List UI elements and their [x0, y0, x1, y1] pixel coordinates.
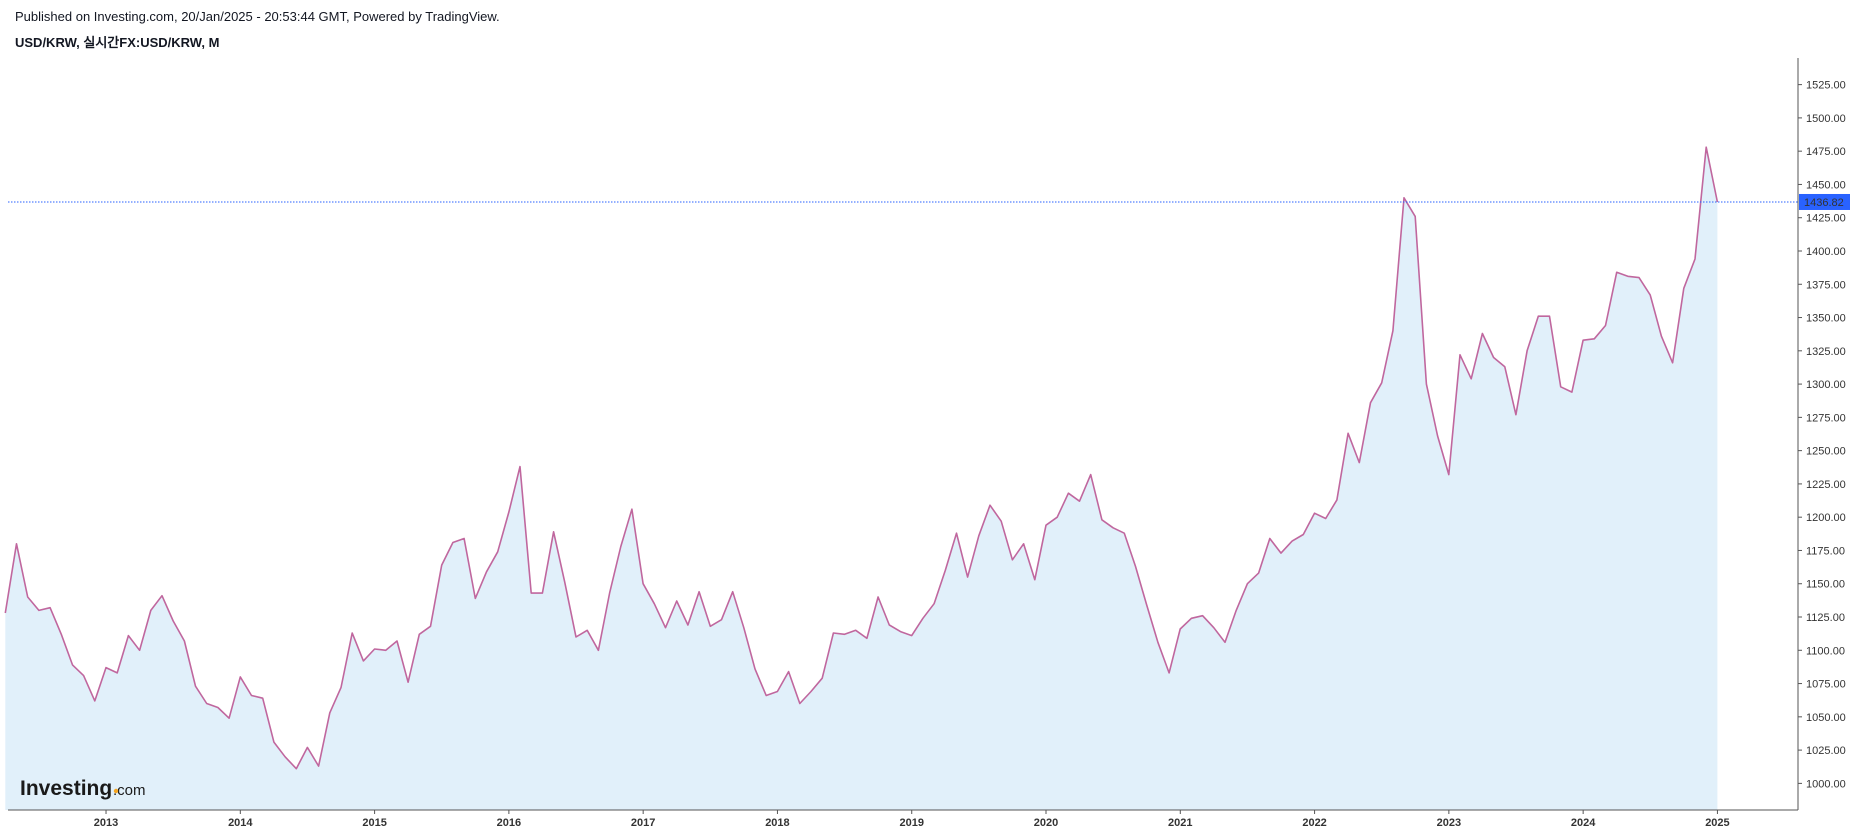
last-price-badge: 1436.82 [1799, 193, 1850, 210]
x-tick-label: 2019 [899, 817, 923, 829]
y-tick-label: 1300.00 [1806, 379, 1846, 391]
y-tick-label: 1275.00 [1806, 412, 1846, 424]
y-tick-label: 1375.00 [1806, 279, 1846, 291]
y-axis: 1000.00 1025.00 1050.00 1075.00 1100.00 1125.… [1798, 80, 1846, 790]
y-tick-label: 1100.00 [1806, 645, 1845, 657]
symbol-title: USD/KRW, 실시간FX:USD/KRW, M [15, 35, 220, 50]
published-caption: Published on Investing.com, 20/Jan/2025 … [15, 9, 500, 24]
y-tick-label: 1025.00 [1806, 745, 1846, 757]
y-tick-label: 1075.00 [1806, 679, 1846, 691]
price-line-series [4, 146, 1719, 770]
y-tick-label: 1525.00 [1806, 80, 1846, 92]
x-tick-label: 2013 [94, 817, 118, 829]
investing-logo: Investing .com [20, 777, 146, 800]
y-tick-label: 1325.00 [1806, 346, 1846, 358]
x-tick-label: 2014 [228, 817, 253, 829]
logo-suffix: .com [113, 782, 146, 799]
x-tick-label: 2016 [497, 817, 521, 829]
y-tick-label: 1150.00 [1806, 579, 1845, 591]
x-tick-label: 2023 [1437, 817, 1461, 829]
y-tick-label: 1450.00 [1806, 179, 1846, 191]
x-tick-label: 2015 [362, 817, 386, 829]
x-tick-label: 2020 [1034, 817, 1058, 829]
y-tick-label: 1000.00 [1806, 778, 1846, 790]
y-tick-label: 1050.00 [1806, 712, 1846, 724]
y-tick-label: 1500.00 [1806, 113, 1846, 125]
y-tick-label: 1400.00 [1806, 246, 1846, 258]
logo-accent-dot [113, 788, 119, 794]
y-tick-label: 1350.00 [1806, 313, 1846, 325]
last-price-label: 1436.82 [1804, 197, 1844, 209]
area-fill [5, 147, 1718, 810]
x-tick-label: 2018 [765, 817, 789, 829]
x-tick-label: 2021 [1168, 817, 1192, 829]
x-tick-label: 2017 [631, 817, 655, 829]
logo-wordmark: Investing [20, 777, 112, 800]
y-tick-label: 1475.00 [1806, 146, 1846, 158]
last-price-badge-bg [1799, 193, 1850, 210]
x-tick-label: 2024 [1571, 817, 1596, 829]
y-tick-label: 1200.00 [1806, 512, 1846, 524]
y-tick-label: 1250.00 [1806, 446, 1846, 458]
x-tick-label: 2022 [1302, 817, 1326, 829]
y-tick-label: 1175.00 [1806, 545, 1845, 557]
y-tick-label: 1425.00 [1806, 213, 1846, 225]
x-axis: 2013 2014 2015 2016 2017 2018 2019 2020 2021 2022… [94, 810, 1730, 829]
y-tick-label: 1125.00 [1806, 612, 1845, 624]
x-tick-label: 2025 [1705, 817, 1729, 829]
y-tick-label: 1225.00 [1806, 479, 1846, 491]
